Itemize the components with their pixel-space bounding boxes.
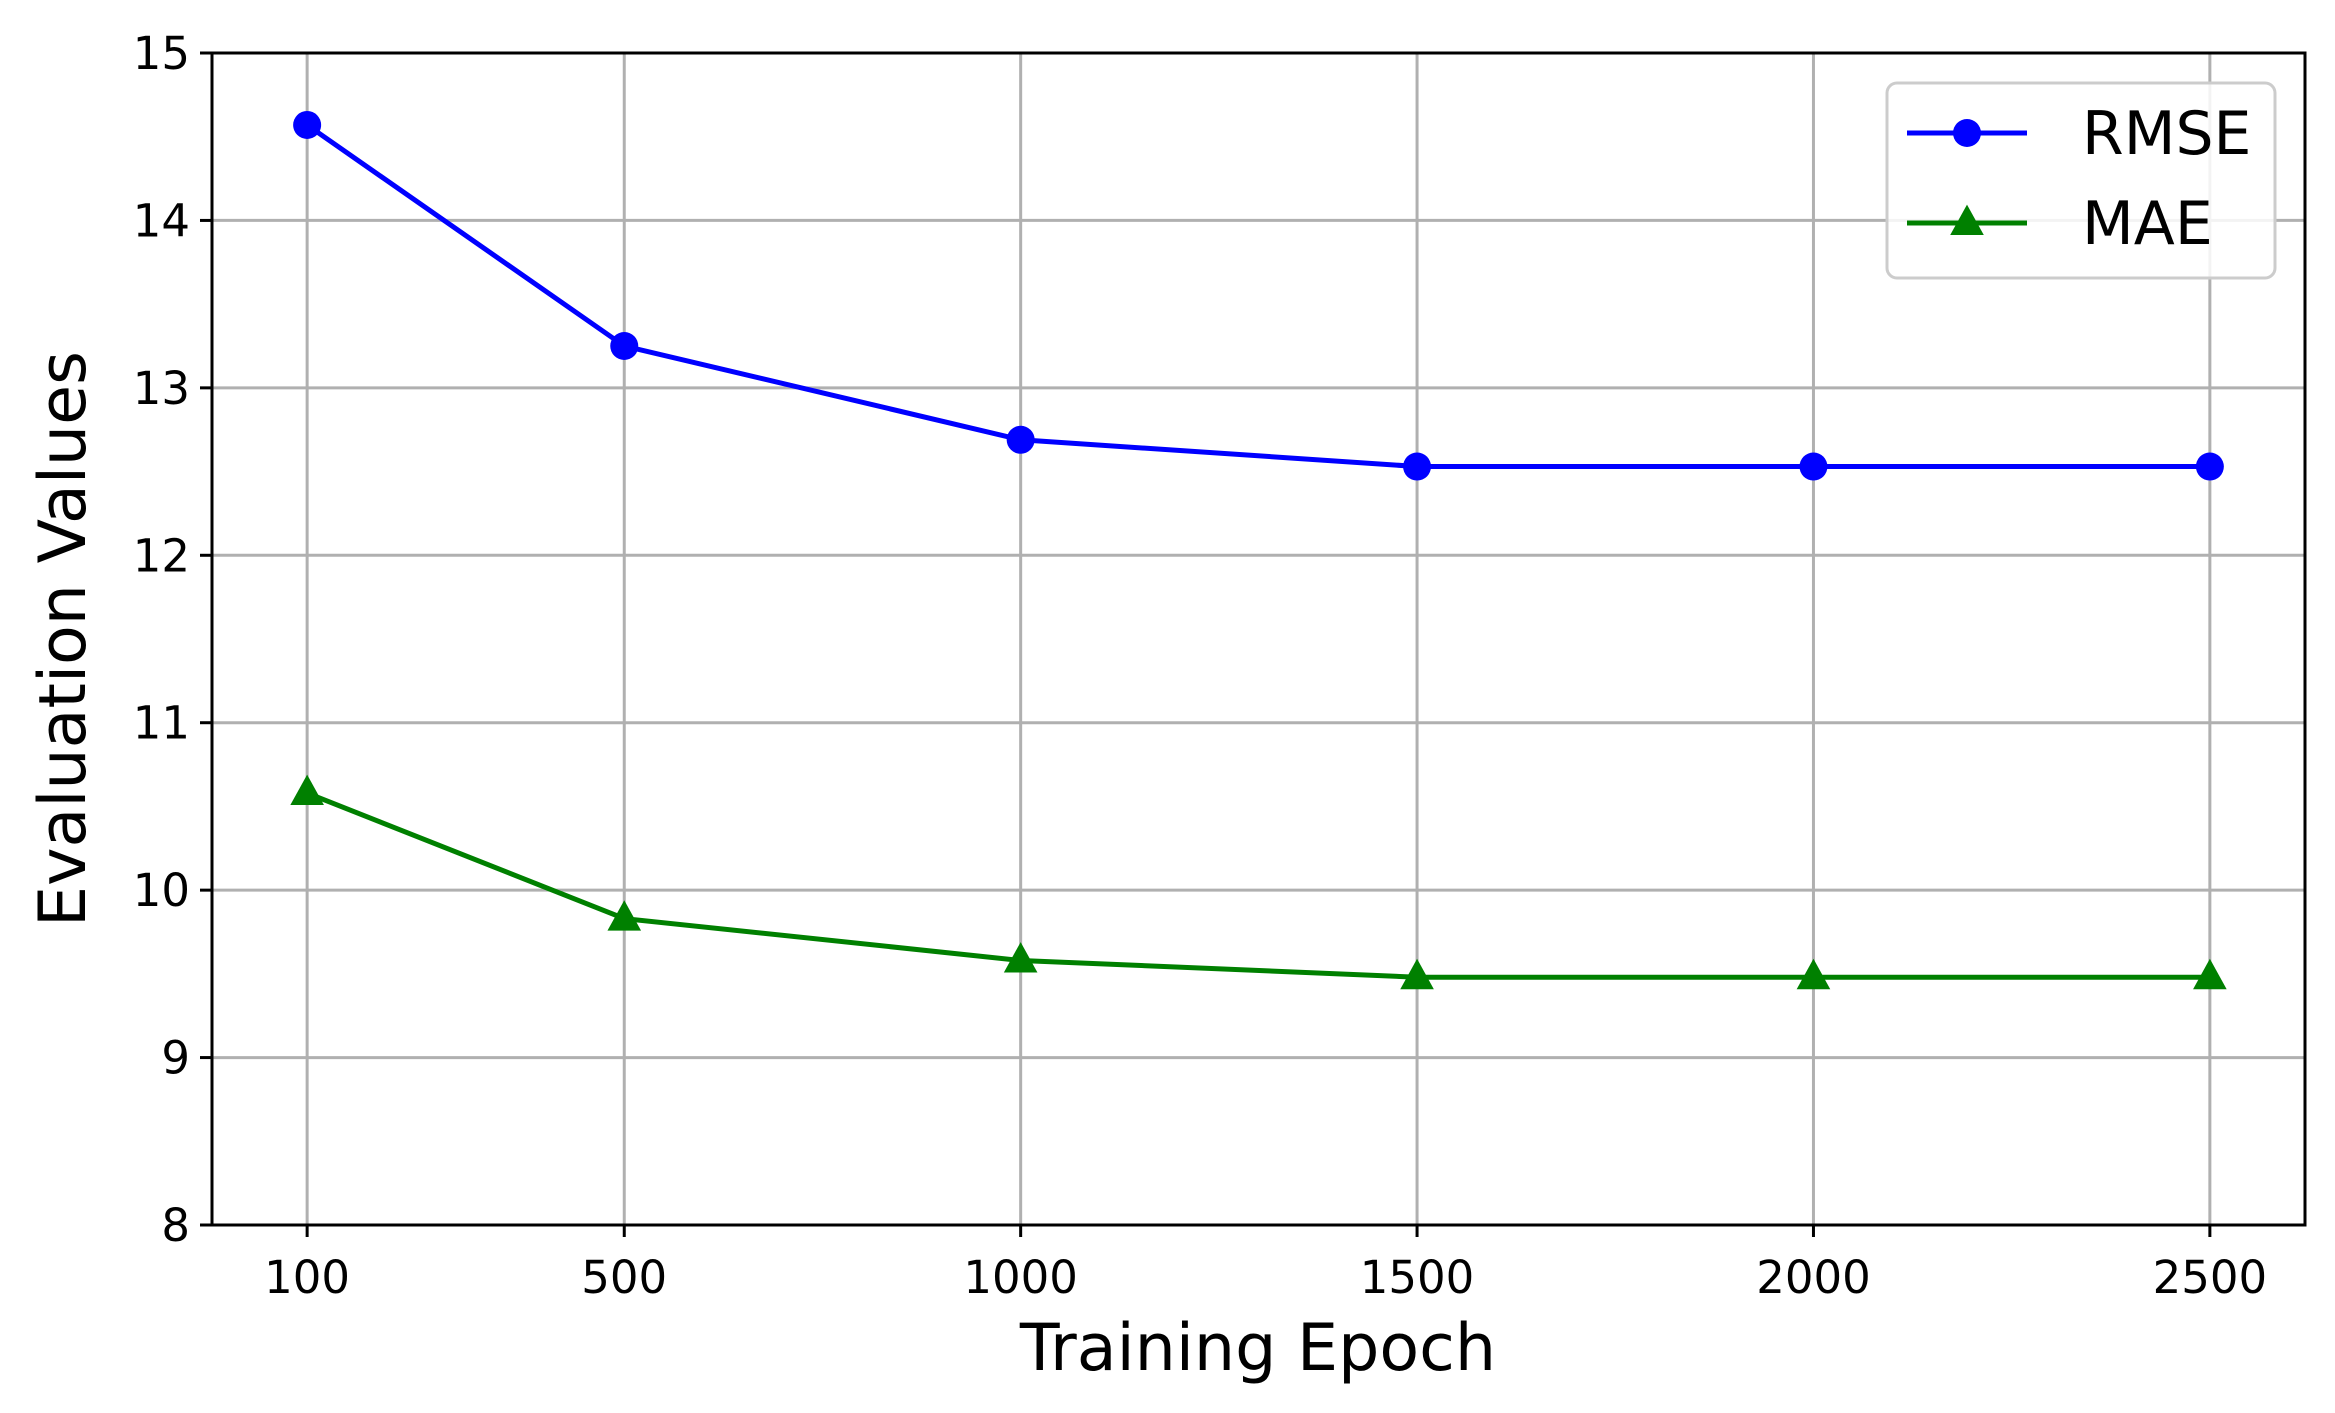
y-tick-label: 11 [133,697,190,750]
x-tick-label: 1500 [1360,1251,1475,1304]
y-tick-label: 14 [133,194,190,247]
legend-swatch-marker [1950,204,1984,235]
rmse-line [304,122,2213,470]
y-tick-label: 9 [161,1032,190,1085]
y-tick-label: 13 [133,362,190,415]
mae-line [304,790,2213,980]
mae-point [1796,958,1831,990]
y-tick-label: 15 [133,27,190,80]
legend-item-rmse: RMSE [1907,99,2251,169]
x-tick-label: 1000 [963,1251,1078,1304]
x-tick-label: 2000 [1756,1251,1871,1304]
rmse-point [1403,452,1432,481]
rmse-point [293,110,322,139]
legend-label: RMSE [2082,99,2251,169]
y-tick-label: 12 [133,529,190,582]
series-mae [290,774,2227,990]
mae-point [1400,958,1434,990]
mae-point [1003,942,1038,973]
legend-item-mae: MAE [1907,189,2213,259]
x-axis-title: Training Epoch [1019,1311,1496,1386]
legend-label: MAE [2082,189,2213,259]
rmse-point [2195,452,2224,481]
series-layer [290,110,2227,990]
rmse-point [1799,452,1828,481]
series-rmse [293,110,2224,481]
y-tick-label: 10 [133,864,190,917]
rmse-point [1006,425,1035,454]
rmse-point [610,332,639,360]
plot-frame [210,51,2307,1227]
y-tick-label: 8 [161,1199,190,1252]
x-tick-label: 100 [264,1251,350,1304]
mae-point [2193,958,2227,990]
x-tick-label: 500 [581,1251,667,1304]
ticks-layer: 100 500 1000 1500 2000 2500 8 9 10 11 12 13 14 15 [133,27,2267,1304]
mae-point [290,774,324,806]
legend-swatch-marker [1953,119,1981,147]
legend: RMSE MAE [1885,81,2277,280]
x-tick-label: 2500 [2153,1251,2268,1304]
y-axis-title: Evaluation Values [26,351,101,927]
mae-point [607,900,642,931]
